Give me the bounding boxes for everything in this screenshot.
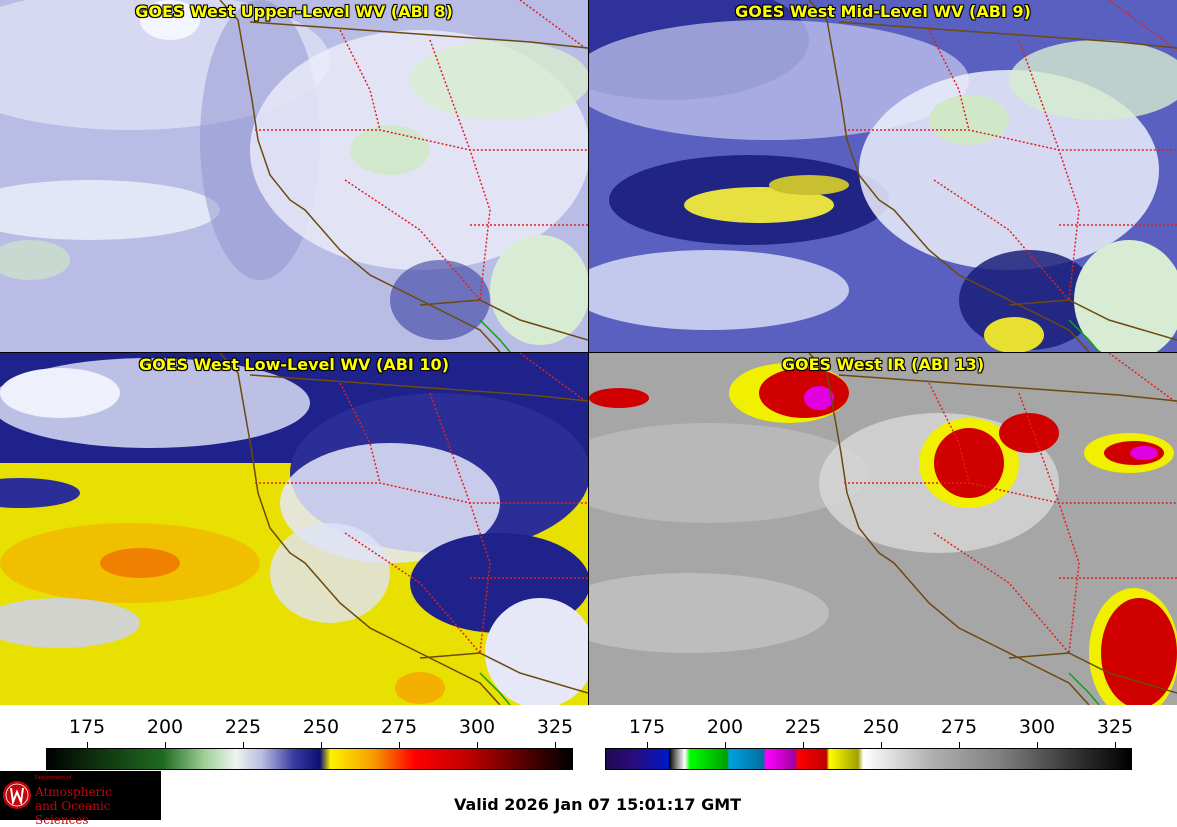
ir-colorbar-tick-label: 275: [940, 716, 978, 738]
wv-colorbar-tick-label: 300: [458, 716, 496, 738]
wv-colorbar-tick: [477, 742, 478, 748]
ir-image: [589, 353, 1177, 705]
ir-colorbar: [605, 748, 1132, 770]
ir-colorbar-tick: [959, 742, 960, 748]
wv-colorbar-tick: [399, 742, 400, 748]
wv-colorbar-tick: [243, 742, 244, 748]
wv-colorbar-tick-label: 275: [380, 716, 418, 738]
low-level-wv-panel: GOES West Low-Level WV (ABI 10): [0, 353, 588, 705]
ir-colorbar-tick: [881, 742, 882, 748]
upper-level-wv-panel: GOES West Upper-Level WV (ABI 8): [0, 0, 588, 352]
wv-colorbar-tick: [165, 742, 166, 748]
mid-level-wv-panel: GOES West Mid-Level WV (ABI 9): [589, 0, 1177, 352]
ir-colorbar-tick-label: 225: [784, 716, 822, 738]
ir-colorbar-tick-label: 250: [862, 716, 900, 738]
wv-colorbar-tick-label: 175: [68, 716, 106, 738]
wv-colorbar-tick-label: 200: [146, 716, 184, 738]
panel-divider-horizontal: [0, 352, 1177, 353]
mid-level-wv-image: [589, 0, 1177, 352]
ir-colorbar-tick: [647, 742, 648, 748]
wv-colorbar-tick: [87, 742, 88, 748]
ir-colorbar-tick: [1115, 742, 1116, 748]
wv-colorbar-tick-label: 225: [224, 716, 262, 738]
ir-panel: GOES West IR (ABI 13): [589, 353, 1177, 705]
ir-colorbar-tick-label: 325: [1096, 716, 1134, 738]
upper-level-wv-image: [0, 0, 588, 352]
ir-colorbar-tick: [725, 742, 726, 748]
low-level-wv-image: [0, 353, 588, 705]
logo-line-1: Atmospheric: [35, 785, 112, 799]
ir-colorbar-tick-label: 300: [1018, 716, 1056, 738]
ir-colorbar-tick-label: 200: [706, 716, 744, 738]
panel-title: GOES West Upper-Level WV (ABI 8): [135, 2, 453, 21]
wv-colorbar-tick: [555, 742, 556, 748]
ir-colorbar-tick: [1037, 742, 1038, 748]
ir-colorbar-tick: [803, 742, 804, 748]
aos-logo: Department of Atmospheric and Oceanic Sc…: [0, 771, 161, 827]
wv-colorbar: [46, 748, 573, 770]
valid-time-label: Valid 2026 Jan 07 15:01:17 GMT: [454, 795, 742, 814]
panel-title: GOES West Mid-Level WV (ABI 9): [735, 2, 1031, 21]
university-seal-icon: [3, 781, 31, 809]
logo-department-text: Department of: [35, 775, 72, 781]
panel-title: GOES West IR (ABI 13): [781, 355, 985, 374]
wv-colorbar-tick: [321, 742, 322, 748]
wv-colorbar-tick-label: 325: [536, 716, 574, 738]
ir-colorbar-tick-label: 175: [628, 716, 666, 738]
wv-colorbar-tick-label: 250: [302, 716, 340, 738]
logo-line-2: and Oceanic Sciences: [35, 799, 111, 827]
panel-title: GOES West Low-Level WV (ABI 10): [138, 355, 449, 374]
